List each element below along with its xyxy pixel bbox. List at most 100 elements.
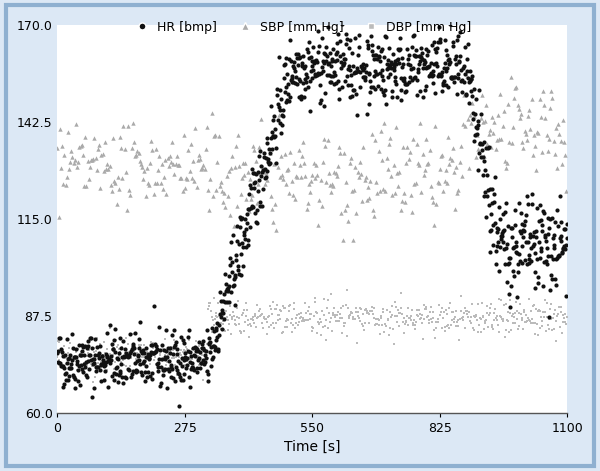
- HR [bmp]: [55, 359, 64, 367]
- HR [bmp]: [531, 234, 541, 241]
- DBP [mm Hg]: [428, 309, 438, 316]
- HR [bmp]: [82, 373, 91, 381]
- HR [bmp]: [347, 93, 356, 100]
- DBP [mm Hg]: [257, 319, 266, 327]
- SBP [mm Hg]: [158, 186, 167, 193]
- HR [bmp]: [517, 220, 526, 228]
- HR [bmp]: [271, 159, 281, 167]
- HR [bmp]: [143, 351, 152, 358]
- DBP [mm Hg]: [458, 314, 468, 321]
- HR [bmp]: [314, 69, 323, 77]
- HR [bmp]: [466, 75, 476, 83]
- HR [bmp]: [137, 349, 147, 357]
- HR [bmp]: [539, 207, 548, 214]
- DBP [mm Hg]: [160, 335, 170, 343]
- DBP [mm Hg]: [149, 344, 158, 351]
- DBP [mm Hg]: [68, 374, 77, 382]
- HR [bmp]: [226, 288, 236, 296]
- SBP [mm Hg]: [551, 124, 560, 131]
- DBP [mm Hg]: [410, 325, 419, 333]
- DBP [mm Hg]: [281, 324, 290, 331]
- HR [bmp]: [406, 65, 416, 73]
- HR [bmp]: [523, 201, 532, 208]
- DBP [mm Hg]: [409, 317, 419, 324]
- HR [bmp]: [194, 338, 204, 346]
- HR [bmp]: [440, 59, 449, 67]
- DBP [mm Hg]: [119, 361, 129, 368]
- DBP [mm Hg]: [463, 314, 473, 321]
- SBP [mm Hg]: [203, 187, 213, 194]
- DBP [mm Hg]: [416, 315, 426, 322]
- DBP [mm Hg]: [322, 317, 331, 324]
- DBP [mm Hg]: [169, 354, 179, 361]
- HR [bmp]: [524, 251, 534, 259]
- DBP [mm Hg]: [449, 315, 459, 323]
- HR [bmp]: [215, 310, 224, 317]
- DBP [mm Hg]: [296, 314, 306, 321]
- SBP [mm Hg]: [251, 158, 260, 165]
- HR [bmp]: [448, 42, 458, 50]
- SBP [mm Hg]: [335, 149, 345, 157]
- HR [bmp]: [110, 325, 120, 333]
- HR [bmp]: [69, 353, 79, 361]
- DBP [mm Hg]: [498, 317, 508, 325]
- SBP [mm Hg]: [280, 150, 289, 158]
- DBP [mm Hg]: [356, 304, 365, 311]
- DBP [mm Hg]: [467, 300, 477, 308]
- SBP [mm Hg]: [463, 115, 473, 122]
- SBP [mm Hg]: [542, 132, 551, 139]
- HR [bmp]: [540, 234, 550, 241]
- DBP [mm Hg]: [86, 360, 95, 367]
- HR [bmp]: [201, 355, 211, 362]
- HR [bmp]: [404, 79, 413, 86]
- HR [bmp]: [331, 80, 341, 87]
- SBP [mm Hg]: [462, 72, 472, 80]
- DBP [mm Hg]: [185, 356, 195, 363]
- SBP [mm Hg]: [481, 118, 490, 125]
- DBP [mm Hg]: [193, 352, 203, 359]
- HR [bmp]: [306, 67, 316, 74]
- SBP [mm Hg]: [433, 178, 442, 186]
- HR [bmp]: [385, 61, 394, 69]
- HR [bmp]: [299, 65, 309, 72]
- DBP [mm Hg]: [458, 316, 467, 324]
- DBP [mm Hg]: [54, 338, 64, 345]
- DBP [mm Hg]: [502, 316, 512, 324]
- HR [bmp]: [334, 77, 343, 85]
- SBP [mm Hg]: [175, 175, 185, 182]
- SBP [mm Hg]: [529, 131, 539, 138]
- SBP [mm Hg]: [420, 166, 430, 174]
- HR [bmp]: [317, 63, 326, 71]
- HR [bmp]: [164, 357, 174, 365]
- HR [bmp]: [397, 63, 407, 71]
- HR [bmp]: [289, 78, 298, 86]
- DBP [mm Hg]: [229, 308, 238, 316]
- DBP [mm Hg]: [133, 355, 142, 363]
- DBP [mm Hg]: [192, 354, 202, 361]
- HR [bmp]: [314, 71, 324, 78]
- HR [bmp]: [336, 65, 346, 72]
- DBP [mm Hg]: [557, 330, 566, 337]
- HR [bmp]: [208, 324, 217, 332]
- HR [bmp]: [420, 59, 430, 66]
- HR [bmp]: [206, 362, 215, 370]
- HR [bmp]: [82, 345, 92, 352]
- HR [bmp]: [369, 73, 379, 80]
- SBP [mm Hg]: [237, 174, 247, 182]
- DBP [mm Hg]: [122, 352, 132, 360]
- HR [bmp]: [345, 93, 355, 101]
- DBP [mm Hg]: [189, 362, 199, 369]
- DBP [mm Hg]: [67, 359, 77, 367]
- SBP [mm Hg]: [188, 157, 198, 165]
- DBP [mm Hg]: [464, 308, 473, 316]
- SBP [mm Hg]: [435, 165, 445, 173]
- HR [bmp]: [465, 67, 475, 75]
- HR [bmp]: [296, 95, 305, 103]
- HR [bmp]: [274, 100, 283, 108]
- HR [bmp]: [148, 369, 157, 377]
- SBP [mm Hg]: [390, 189, 400, 197]
- DBP [mm Hg]: [124, 353, 133, 361]
- DBP [mm Hg]: [105, 325, 115, 332]
- HR [bmp]: [423, 63, 433, 71]
- SBP [mm Hg]: [470, 130, 479, 138]
